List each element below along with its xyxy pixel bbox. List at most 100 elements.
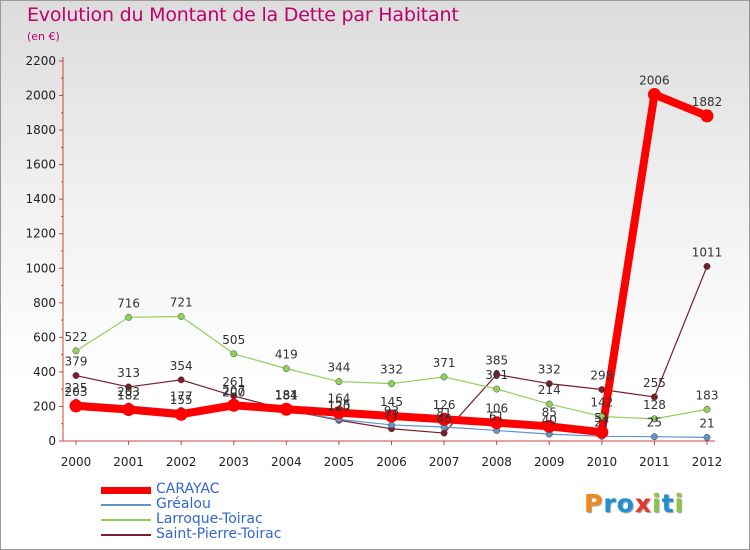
y-tick-label: 1800: [25, 123, 56, 137]
data-point: [125, 383, 133, 391]
x-tick-label: 2003: [218, 455, 249, 469]
legend-label-larroque-toirac: Larroque-Toirac: [156, 511, 263, 527]
data-point: [542, 419, 556, 433]
x-tick-label: 2012: [692, 455, 723, 469]
logo-letter: i: [652, 489, 662, 518]
y-tick-label: 200: [33, 399, 56, 413]
value-label: 40: [542, 413, 557, 427]
value-label: 51: [594, 411, 609, 425]
value-label: 106: [485, 402, 508, 416]
data-point: [650, 415, 658, 423]
value-label: 1882: [692, 95, 723, 109]
value-label: 155: [170, 393, 193, 407]
data-point: [545, 380, 553, 388]
data-point: [493, 371, 501, 378]
value-label: 145: [380, 395, 403, 409]
data-point: [282, 365, 290, 373]
x-tick-label: 2005: [324, 455, 355, 469]
value-label: 344: [327, 361, 350, 375]
chart-unit: (en €): [27, 30, 60, 43]
data-point: [174, 407, 188, 421]
value-label: 354: [170, 359, 193, 373]
value-label: 71: [384, 408, 399, 422]
data-point: [703, 262, 711, 270]
value-label: 716: [117, 296, 140, 310]
chart-axes: 0 200 400 600 800 1000 1200 1400 1600 1800 2000 220…: [25, 54, 722, 469]
value-label: 214: [538, 383, 561, 397]
legend-swatch-grealou: [101, 504, 151, 506]
value-label: 181: [275, 389, 298, 403]
data-point: [177, 313, 185, 320]
value-label: 125: [327, 398, 350, 412]
legend-label-grealou: Gréalou: [156, 496, 211, 512]
value-label: 1011: [692, 245, 723, 259]
data-point: [650, 393, 658, 401]
value-label: 142: [590, 395, 613, 409]
x-tick-label: 2006: [376, 455, 407, 469]
value-label: 261: [222, 375, 245, 389]
data-point: [598, 386, 606, 393]
y-tick-label: 800: [33, 296, 56, 310]
value-label: 126: [433, 398, 456, 412]
legend-swatch-saint-pierre-toirac: [101, 534, 151, 536]
chart-title: Evolution du Montant de la Dette par Hab…: [27, 4, 459, 26]
legend-swatch-carayac: [101, 487, 151, 494]
data-point: [72, 347, 80, 355]
data-point: [385, 409, 398, 423]
value-label: 225: [65, 381, 88, 395]
value-label: 85: [542, 405, 557, 419]
data-point: [703, 405, 711, 413]
value-label: 181: [275, 389, 298, 403]
legend-item-larroque-toirac: Larroque-Toirac: [101, 511, 361, 528]
value-label: 207: [222, 384, 245, 398]
y-tick-label: 0: [48, 434, 56, 448]
value-label: 81: [436, 406, 451, 420]
data-point: [279, 402, 293, 416]
x-tick-label: 2007: [429, 455, 460, 469]
value-labels: 522 716 721 505 419 344 332 371 301 214 142 128 183 3…: [65, 74, 723, 431]
value-label: 128: [643, 398, 666, 412]
series-points: [69, 88, 714, 441]
value-label: 522: [65, 330, 88, 344]
value-label: 25: [647, 416, 662, 430]
legend-swatch-larroque-toirac: [101, 519, 151, 521]
data-point: [493, 385, 501, 393]
value-label: 505: [222, 333, 245, 347]
value-label: 27: [594, 415, 609, 429]
y-tick-label: 400: [33, 365, 56, 379]
data-point: [647, 88, 661, 102]
value-label: 301: [485, 368, 508, 382]
data-point: [650, 433, 658, 441]
x-tick-label: 2000: [61, 455, 92, 469]
value-label: 379: [65, 355, 88, 369]
value-label: 721: [170, 295, 193, 309]
value-label: 184: [275, 388, 298, 402]
data-point: [440, 429, 448, 437]
value-label: 177: [170, 389, 193, 403]
x-tick-label: 2004: [271, 455, 302, 469]
data-point: [72, 372, 80, 379]
logo-letter: P: [584, 489, 604, 518]
value-label: 2006: [639, 74, 670, 88]
data-point: [437, 412, 451, 426]
value-label: 385: [485, 354, 508, 368]
x-tick-label: 2009: [534, 455, 565, 469]
value-label: 46: [436, 412, 451, 426]
x-tick-label: 2001: [113, 455, 144, 469]
value-label: 182: [117, 389, 140, 403]
data-point: [595, 425, 609, 439]
logo-letter: i: [674, 489, 685, 518]
data-point: [388, 380, 395, 388]
data-point: [332, 406, 346, 420]
y-tick-label: 1200: [25, 227, 56, 241]
logo-letter: o: [616, 489, 635, 518]
data-point: [227, 398, 241, 412]
value-label: 61: [489, 409, 504, 423]
value-label: 313: [117, 366, 140, 380]
logo-letter: x: [634, 489, 652, 518]
x-tick-label: 2010: [587, 455, 618, 469]
legend-label-carayac: CARAYAC: [156, 481, 220, 497]
value-label: 120: [327, 399, 350, 413]
value-label: 164: [327, 392, 350, 406]
